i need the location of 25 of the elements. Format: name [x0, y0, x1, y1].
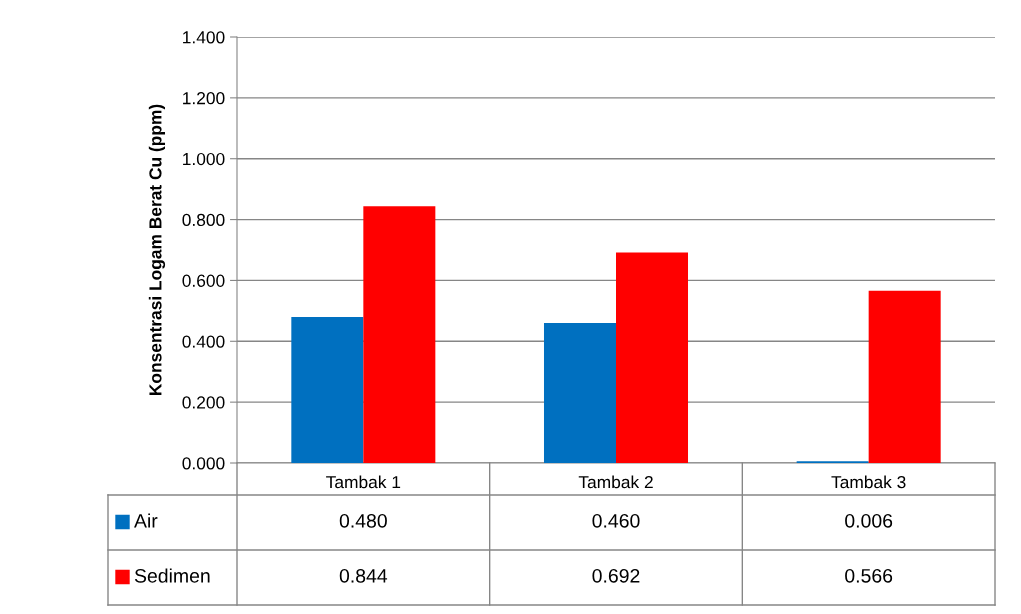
bar	[363, 206, 436, 463]
y-tick-label: 1.200	[183, 92, 225, 105]
bar	[616, 252, 689, 463]
x-tick-label: Tambak 3	[831, 475, 906, 489]
x-tick-label: Tambak 1	[326, 475, 401, 489]
y-tick-label: 0.400	[182, 335, 225, 348]
y-tick-label: 0.000	[182, 457, 225, 470]
text: 0.566	[845, 568, 893, 583]
y-tick-label: 0.800	[182, 213, 225, 227]
text: 0.480	[339, 513, 387, 528]
text: 0.460	[592, 513, 640, 528]
bar	[291, 316, 364, 463]
legend-label: Air	[134, 513, 158, 528]
text: 0.006	[845, 513, 893, 528]
bar	[868, 290, 941, 463]
text: 0.692	[592, 568, 640, 583]
y-axis-title: Konsentrasi Logam Berat Cu (ppm)	[148, 104, 166, 395]
bar	[543, 323, 616, 463]
y-tick-label: 0.600	[182, 274, 225, 287]
text: 0.844	[339, 568, 388, 583]
x-tick-label: Tambak 2	[578, 475, 653, 489]
legend-label: Sedimen	[134, 568, 210, 583]
y-tick-label: 1.400	[183, 31, 225, 44]
y-tick-label: 1.000	[183, 152, 225, 166]
y-tick-label: 0.200	[182, 396, 225, 409]
